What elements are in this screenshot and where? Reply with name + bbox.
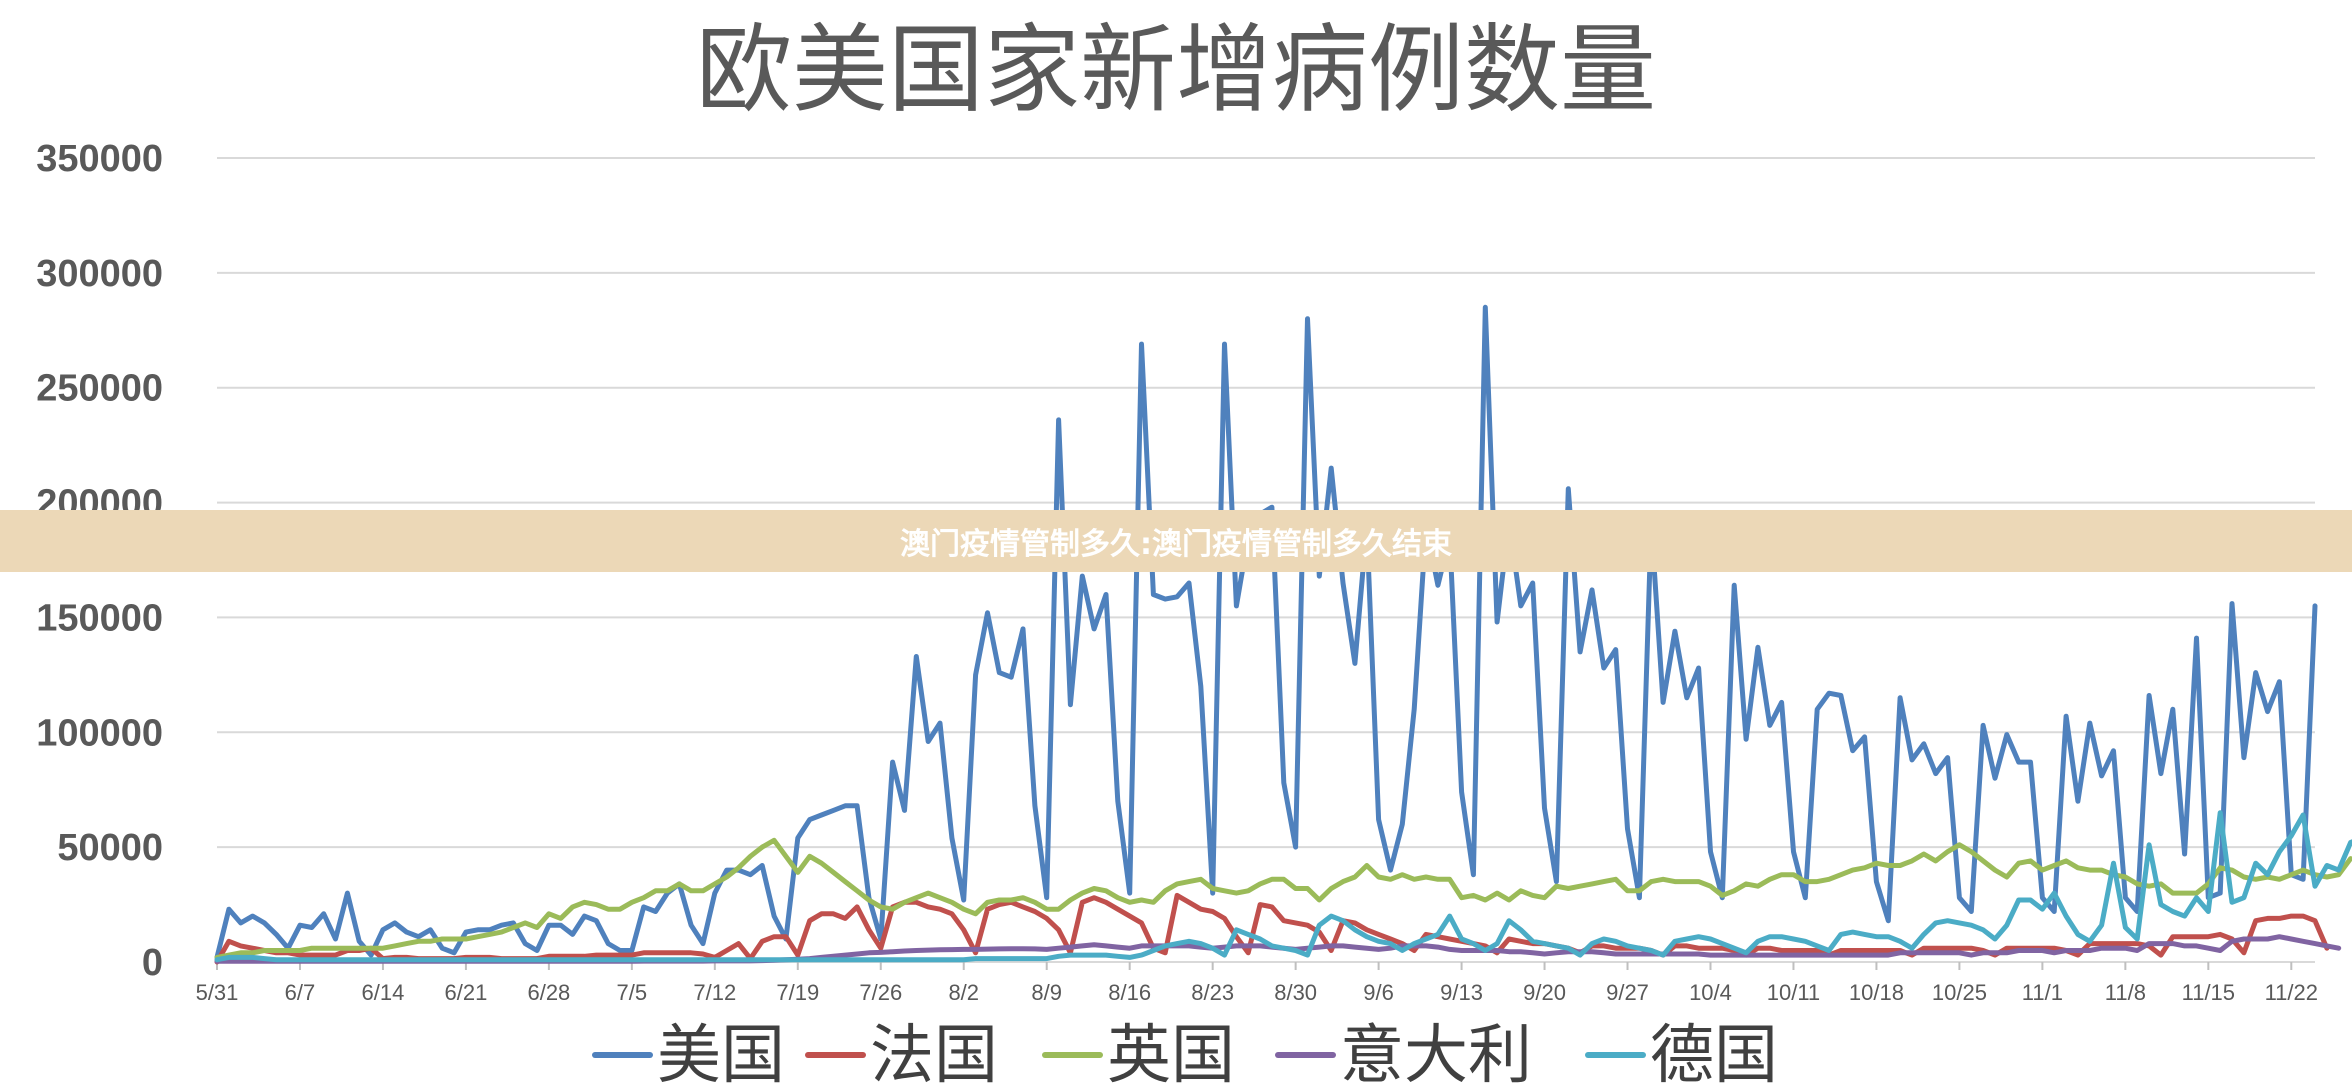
series-line-美国: [214, 304, 2318, 960]
legend-label: 德国: [1650, 1019, 1778, 1084]
series-line-法国: [214, 892, 2330, 965]
overlay-banner: 澳门疫情管制多久:澳门疫情管制多久结束: [0, 510, 2352, 572]
x-tick-label: 7/12: [693, 980, 736, 1005]
legend-label: 法国: [870, 1019, 998, 1084]
y-tick-label: 100000: [36, 712, 163, 754]
series-lines: [214, 304, 2352, 965]
x-tick-label: 11/15: [2182, 980, 2235, 1005]
x-tick-label: 9/27: [1606, 980, 1649, 1005]
series-line-德国: [214, 810, 2352, 963]
x-tick-label: 8/16: [1108, 980, 1151, 1005]
x-tick-label: 11/22: [2265, 980, 2318, 1005]
legend-label: 美国: [657, 1019, 785, 1084]
chart-title: 欧美国家新增病例数量: [696, 14, 1656, 126]
legend-label: 英国: [1107, 1019, 1235, 1084]
x-tick-label: 10/11: [1767, 980, 1820, 1005]
y-tick-label: 350000: [36, 138, 163, 180]
x-tick-label: 11/8: [2105, 980, 2146, 1005]
y-tick-label: 250000: [36, 368, 163, 410]
x-tick-label: 8/9: [1031, 980, 1062, 1005]
x-tick-label: 6/21: [445, 980, 488, 1005]
y-tick-label: 150000: [36, 597, 163, 639]
x-tick-label: 10/4: [1689, 980, 1732, 1005]
x-tick-label: 7/26: [859, 980, 902, 1005]
x-tick-label: 6/7: [285, 980, 316, 1005]
x-tick-label: 8/30: [1274, 980, 1317, 1005]
legend-label: 意大利: [1340, 1019, 1532, 1084]
banner-text: 澳门疫情管制多久:澳门疫情管制多久结束: [900, 527, 1452, 562]
x-tick-label: 11/1: [2022, 980, 2063, 1005]
x-tick-label: 6/28: [527, 980, 570, 1005]
series-line-英国: [214, 837, 2352, 960]
x-axis-ticks: 5/31 6/7 6/14 6/21 6/28 7/5 7/12 7/19 7/26 8/2 8/9…: [196, 962, 2318, 1005]
y-tick-label: 0: [142, 942, 163, 984]
x-tick-label: 9/13: [1440, 980, 1483, 1005]
x-tick-label: 9/20: [1523, 980, 1566, 1005]
x-tick-label: 6/14: [362, 980, 405, 1005]
x-tick-label: 10/25: [1932, 980, 1987, 1005]
x-tick-label: 10/18: [1849, 980, 1904, 1005]
y-tick-label: 300000: [36, 253, 163, 295]
x-tick-label: 8/23: [1191, 980, 1234, 1005]
x-tick-label: 7/5: [617, 980, 648, 1005]
x-tick-label: 8/2: [948, 980, 979, 1005]
legend: 美国 法国 英国 意大利 德国: [592, 1019, 1778, 1084]
x-tick-label: 7/19: [776, 980, 819, 1005]
y-tick-label: 50000: [57, 827, 163, 869]
x-tick-label: 9/6: [1363, 980, 1394, 1005]
x-tick-label: 5/31: [196, 980, 239, 1005]
